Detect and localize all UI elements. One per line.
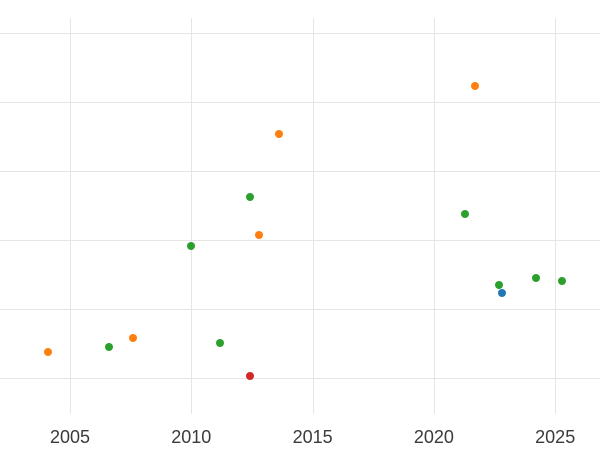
- data-point-green: [216, 338, 225, 347]
- horizontal-gridline: [0, 240, 600, 241]
- x-axis-tick-label: 2015: [292, 427, 333, 447]
- data-point-green: [531, 273, 540, 282]
- data-point-green: [495, 280, 504, 289]
- data-point-green: [245, 193, 254, 202]
- data-point-orange: [471, 82, 480, 91]
- data-point-green: [461, 209, 470, 218]
- x-axis-tick-label: 2020: [413, 427, 454, 447]
- data-point-green: [558, 276, 567, 285]
- x-axis-tick-label: 2025: [535, 427, 576, 447]
- horizontal-gridline: [0, 378, 600, 379]
- vertical-gridline: [312, 18, 314, 414]
- data-point-orange: [44, 347, 53, 356]
- data-point-green: [104, 342, 113, 351]
- data-point-blue: [497, 289, 506, 298]
- plot-area: [0, 18, 600, 414]
- vertical-gridline: [70, 18, 71, 414]
- vertical-gridline: [433, 18, 435, 414]
- horizontal-gridline: [0, 171, 600, 172]
- horizontal-gridline: [0, 309, 600, 310]
- x-axis-tick-label: 2005: [49, 427, 91, 447]
- x-axis-tick-label: 2010: [171, 427, 212, 447]
- horizontal-gridline: [0, 102, 600, 103]
- data-point-orange: [274, 129, 283, 138]
- vertical-gridline: [191, 18, 193, 414]
- vertical-gridline: [555, 18, 557, 414]
- data-point-red: [245, 371, 254, 380]
- data-point-green: [187, 242, 196, 251]
- horizontal-gridline: [0, 33, 600, 34]
- data-point-orange: [255, 231, 264, 240]
- data-point-orange: [129, 333, 138, 342]
